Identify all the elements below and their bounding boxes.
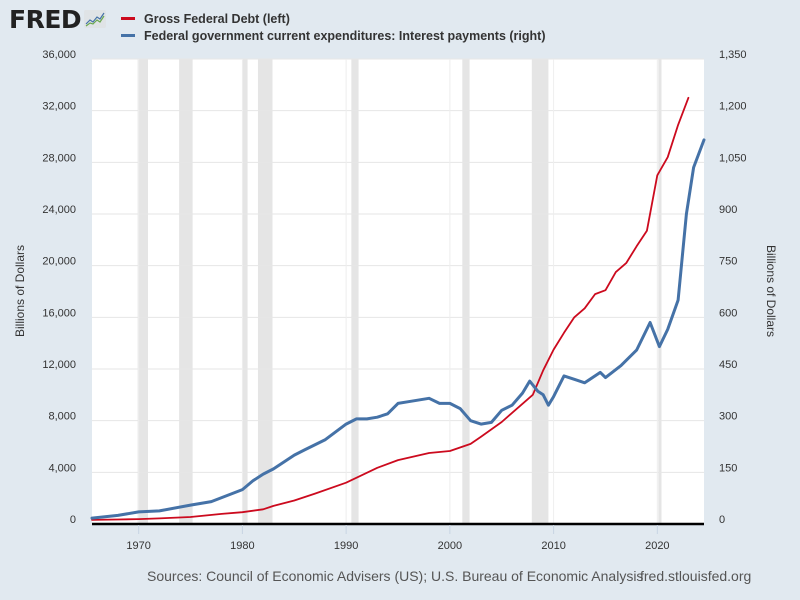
y-left-tick-label: 4,000 xyxy=(48,462,76,474)
y-left-tick-label: 12,000 xyxy=(42,359,76,371)
y-right-axis-title: Billions of Dollars xyxy=(764,245,778,337)
legend-label: Federal government current expenditures:… xyxy=(144,28,546,43)
legend-swatch-red xyxy=(121,17,135,20)
x-tick-label: 2000 xyxy=(438,540,462,552)
series-line-interest-payments xyxy=(90,138,706,520)
y-left-tick-label: 28,000 xyxy=(42,152,76,164)
legend-item-gross-federal-debt: Gross Federal Debt (left) xyxy=(121,10,545,27)
y-left-tick-label: 24,000 xyxy=(42,204,76,216)
y-left-axis-ticks: 0 4,000 8,000 12,000 16,000 20,000 24,000 28,00… xyxy=(42,49,76,526)
x-tick-label: 2010 xyxy=(541,540,565,552)
series-line-gross-federal-debt xyxy=(91,96,690,521)
y-right-tick-label: 600 xyxy=(719,307,737,319)
gridlines xyxy=(92,58,704,524)
y-left-tick-label: 20,000 xyxy=(42,256,76,268)
y-left-tick-label: 0 xyxy=(70,514,76,526)
recession-bands xyxy=(137,59,662,524)
y-right-axis-ticks: 0 150 300 450 600 750 900 1,050 1,200 1,350 xyxy=(719,49,747,526)
fred-logo-text: FRED xyxy=(9,5,82,34)
y-right-tick-label: 1,200 xyxy=(719,101,747,113)
legend-item-interest-payments: Federal government current expenditures:… xyxy=(121,27,545,44)
y-right-tick-label: 750 xyxy=(719,256,737,268)
x-tick-label: 2020 xyxy=(645,540,669,552)
fred-site-link[interactable]: fred.stlouisfed.org xyxy=(640,568,752,584)
x-tick-label: 1970 xyxy=(126,540,150,552)
x-axis-ticks: 1970 1980 1990 2000 2010 2020 xyxy=(126,525,670,552)
recession-band xyxy=(462,59,470,524)
y-left-axis-title: Billions of Dollars xyxy=(13,245,27,337)
y-left-tick-label: 8,000 xyxy=(48,411,76,423)
y-right-tick-label: 300 xyxy=(719,411,737,423)
x-tick-label: 1980 xyxy=(230,540,254,552)
y-left-tick-label: 32,000 xyxy=(42,101,76,113)
legend-swatch-blue xyxy=(121,33,135,38)
y-right-tick-label: 1,350 xyxy=(719,49,747,61)
y-left-tick-label: 36,000 xyxy=(42,49,76,61)
recession-band xyxy=(179,59,193,524)
series-lines xyxy=(90,96,706,521)
source-note: Sources: Council of Economic Advisers (U… xyxy=(147,568,644,584)
x-tick-label: 1990 xyxy=(334,540,358,552)
y-right-tick-label: 450 xyxy=(719,359,737,371)
recession-band xyxy=(257,59,273,524)
recession-band xyxy=(242,59,248,524)
y-left-tick-label: 16,000 xyxy=(42,307,76,319)
y-right-tick-label: 1,050 xyxy=(719,152,747,164)
recession-band xyxy=(531,59,549,524)
line-graph-icon xyxy=(84,10,107,28)
y-right-tick-label: 0 xyxy=(719,514,725,526)
recession-band xyxy=(351,59,359,524)
legend-label: Gross Federal Debt (left) xyxy=(144,11,290,26)
y-right-tick-label: 900 xyxy=(719,204,737,216)
recession-band xyxy=(658,59,662,524)
fred-logo[interactable]: FRED xyxy=(9,5,107,34)
y-right-tick-label: 150 xyxy=(719,462,737,474)
chart-legend: Gross Federal Debt (left) Federal govern… xyxy=(121,10,545,44)
recession-band xyxy=(137,59,149,524)
